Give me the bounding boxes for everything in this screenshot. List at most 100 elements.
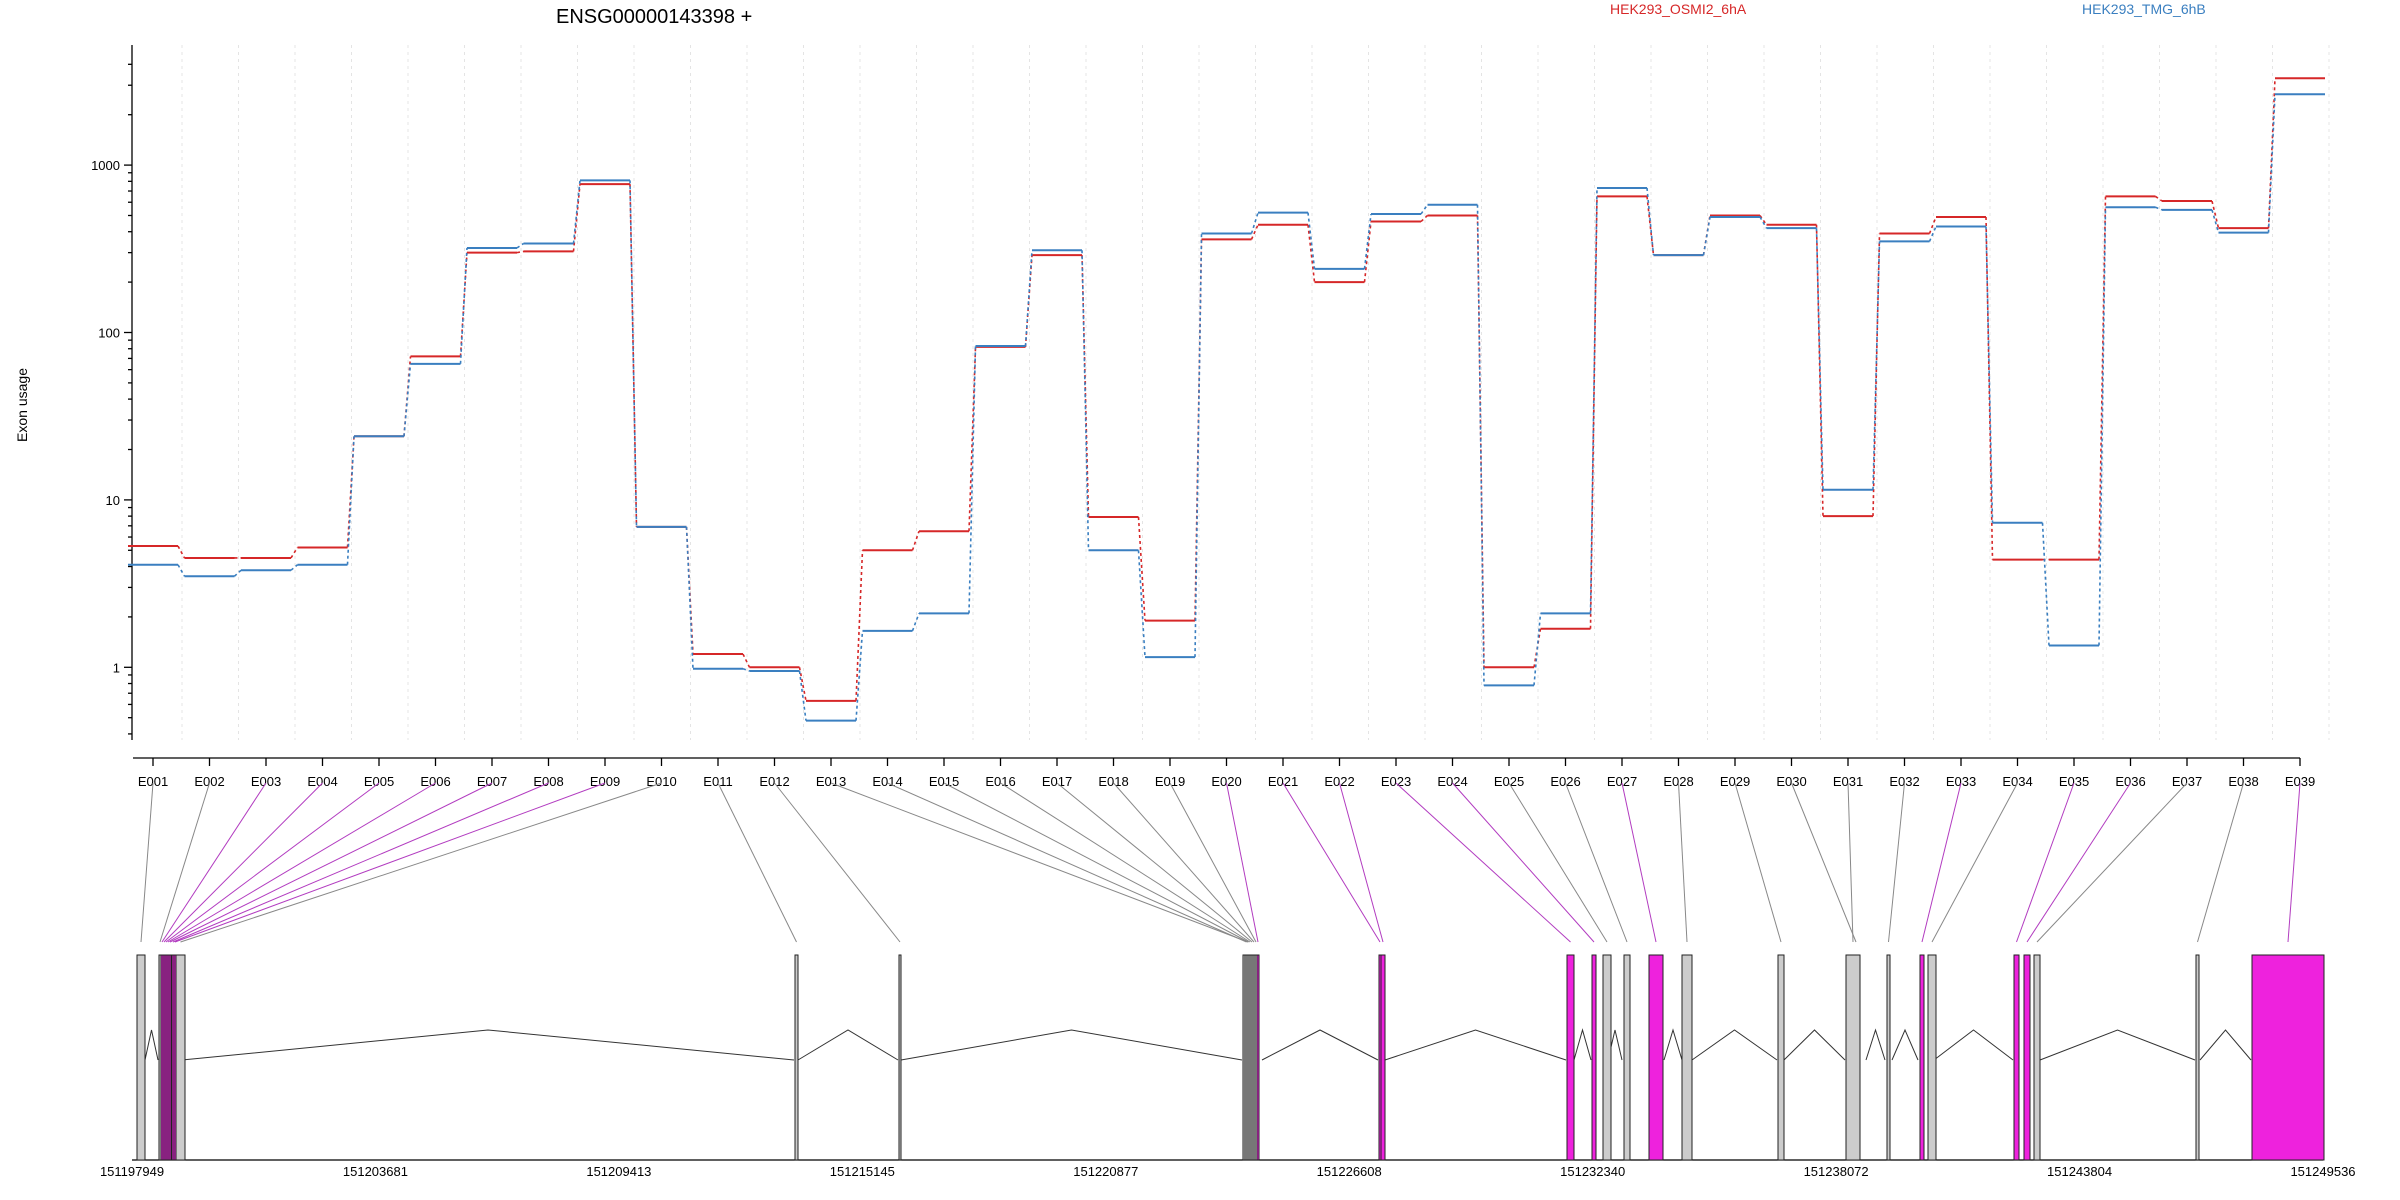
exon-connector <box>1508 782 1608 943</box>
x-tick-label: E023 <box>1381 774 1411 789</box>
series-connector <box>1476 204 1485 686</box>
exon-block <box>1566 954 1575 1161</box>
x-tick-label: E024 <box>1437 774 1467 789</box>
x-tick-label: E031 <box>1833 774 1863 789</box>
series-connector <box>1928 216 1937 234</box>
x-tick-label: E008 <box>533 774 563 789</box>
series-connector <box>629 180 638 527</box>
series-connector <box>290 564 299 571</box>
coordinate-label: 151232340 <box>1560 1164 1625 1179</box>
x-tick-label: E014 <box>872 774 902 789</box>
series-connector <box>290 547 299 559</box>
exon-connector <box>943 782 1249 943</box>
x-tick-label: E003 <box>251 774 281 789</box>
exon-block <box>1591 954 1597 1161</box>
exon-connector <box>161 782 267 943</box>
series-connector <box>2267 78 2276 229</box>
series-connector <box>855 550 864 701</box>
grid-lines <box>181 45 2330 740</box>
intron-line <box>900 1029 1243 1061</box>
exon-block <box>1623 954 1631 1161</box>
exon-connector <box>167 782 436 943</box>
x-tick-label: E033 <box>1946 774 1976 789</box>
series-connector <box>1307 212 1316 269</box>
exon-block <box>175 954 186 1161</box>
exon-connector <box>2026 782 2131 943</box>
exon-block <box>1681 954 1693 1161</box>
coordinate-label: 151203681 <box>343 1164 408 1179</box>
series-connector <box>346 436 355 565</box>
series-connector <box>1137 516 1146 621</box>
intron-line <box>1691 1029 1778 1061</box>
intron-line <box>1891 1028 1919 1061</box>
series-connector <box>516 242 524 249</box>
exon-connector <box>174 782 606 943</box>
exon-connector <box>1847 782 1854 943</box>
exon-connector <box>1226 782 1259 943</box>
series-connector <box>1589 187 1598 614</box>
series-connector <box>2098 196 2107 560</box>
series-connector <box>1702 216 1711 256</box>
series-connector <box>1646 196 1655 256</box>
x-tick-label: E001 <box>138 774 168 789</box>
exon-connector <box>1056 782 1253 943</box>
x-tick-label: E011 <box>703 774 732 789</box>
series-connector <box>1985 226 1994 523</box>
exon-connector <box>159 782 210 943</box>
series-connector <box>1081 250 1090 551</box>
exon-block <box>1886 954 1891 1161</box>
exon-connector <box>887 782 1247 943</box>
series-connector <box>459 247 468 364</box>
x-tick-label: E015 <box>929 774 959 789</box>
exon-connector <box>1339 782 1384 943</box>
exon-connector <box>1888 782 1905 943</box>
coordinate-label: 151226608 <box>1317 1164 1382 1179</box>
x-tick-label: E025 <box>1494 774 1524 789</box>
x-tick-label: E017 <box>1042 774 1072 789</box>
exon-connector <box>2016 782 2075 943</box>
x-tick-label: E022 <box>1324 774 1354 789</box>
x-tick-label: E035 <box>2059 774 2089 789</box>
x-tick-label: E027 <box>1607 774 1637 789</box>
exon-connector <box>180 782 662 943</box>
exon-connector <box>165 782 380 943</box>
intron-line <box>2199 1029 2252 1061</box>
series-connector <box>1250 224 1259 240</box>
intron-line <box>181 1029 795 1061</box>
intron-line <box>1573 1028 1592 1061</box>
x-tick-label: E019 <box>1155 774 1185 789</box>
series-connector <box>685 526 694 669</box>
series-connector <box>177 564 186 577</box>
exon-block <box>794 954 799 1161</box>
exon-connector <box>1452 782 1595 943</box>
exon-connector <box>1734 782 1782 943</box>
y-tick-label: 1000 <box>91 158 120 173</box>
series-connector <box>1872 233 1881 517</box>
series-connector <box>1307 224 1316 283</box>
exon-block <box>136 954 146 1161</box>
exon-block <box>1919 954 1925 1161</box>
x-tick-label: E007 <box>477 774 507 789</box>
chart-title: ENSG00000143398 + <box>556 6 752 28</box>
exon-block <box>1777 954 1785 1161</box>
legend-series-1: HEK293_OSMI2_6hA <box>1610 1 1747 17</box>
exon-block <box>1256 954 1260 1161</box>
series-connector <box>1815 228 1824 490</box>
series-connector <box>1363 221 1372 283</box>
series-connector <box>459 252 468 357</box>
intron-line <box>2039 1029 2196 1061</box>
exon-block <box>898 954 902 1161</box>
series-connector <box>1985 216 1994 560</box>
exon-block <box>1927 954 1937 1161</box>
exon-connector <box>2197 782 2244 943</box>
series-connector <box>1420 214 1429 223</box>
coordinate-label: 151220877 <box>1073 1164 1138 1179</box>
exon-connector <box>169 782 493 943</box>
coordinate-label: 151243804 <box>2047 1164 2112 1179</box>
series-2 <box>128 93 2325 722</box>
series-connector <box>968 346 977 614</box>
series-connector <box>2155 195 2163 202</box>
series-1 <box>128 77 2325 702</box>
exon-block <box>2033 954 2041 1161</box>
x-tick-label: E013 <box>816 774 846 789</box>
